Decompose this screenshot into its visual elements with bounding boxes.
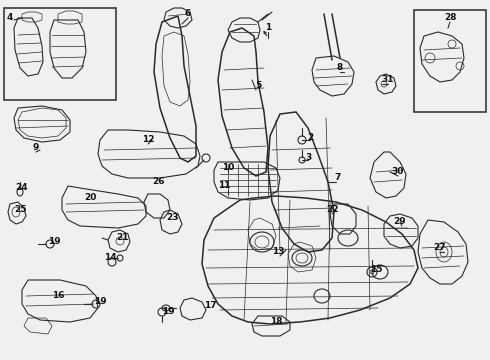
Text: 20: 20 [84,194,96,202]
Text: 19: 19 [94,297,106,306]
Text: 25: 25 [14,206,26,215]
Text: 10: 10 [222,163,234,172]
Text: 18: 18 [270,318,282,327]
Text: 31: 31 [382,76,394,85]
Text: 14: 14 [104,253,116,262]
Text: 16: 16 [52,291,64,300]
Text: 11: 11 [218,181,230,190]
Text: 9: 9 [33,144,39,153]
Text: 30: 30 [392,167,404,176]
Text: 24: 24 [16,184,28,193]
Text: 5: 5 [255,81,261,90]
Bar [414,10,486,112]
Text: 19: 19 [48,238,60,247]
Text: 3: 3 [305,153,311,162]
Text: 26: 26 [152,177,164,186]
Text: 4: 4 [7,13,13,22]
Text: 27: 27 [434,243,446,252]
Text: 2: 2 [307,134,313,143]
Text: 12: 12 [142,135,154,144]
Text: 8: 8 [337,63,343,72]
Text: 19: 19 [162,307,174,316]
Text: 21: 21 [116,234,128,243]
Text: 23: 23 [166,213,178,222]
Text: 13: 13 [272,248,284,256]
Text: 22: 22 [326,206,338,215]
Text: 29: 29 [393,217,406,226]
Text: 28: 28 [444,13,456,22]
Text: 6: 6 [185,9,191,18]
Text: 15: 15 [370,266,382,274]
Text: 7: 7 [335,174,341,183]
Text: 17: 17 [204,302,216,310]
Bar [4,8,116,100]
Text: 1: 1 [265,23,271,32]
